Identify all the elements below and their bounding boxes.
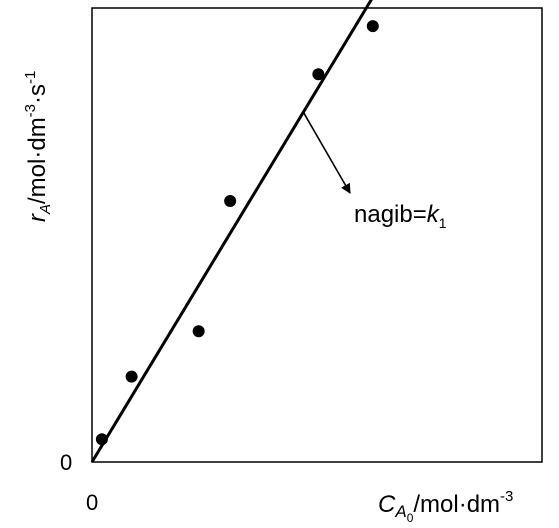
y-label-sup1: -3: [22, 104, 39, 117]
data-point-2: [125, 370, 138, 383]
fit-line-group: [90, 0, 373, 463]
data-point-4: [224, 194, 237, 207]
annotation-k: k: [427, 201, 441, 228]
x-label-rest: /mol·dm: [413, 491, 500, 518]
annotation-label: nagib=k1: [354, 201, 447, 231]
x-tick-label-0: 0: [86, 490, 98, 515]
y-label-main: r: [24, 213, 51, 222]
y-label-rest: /mol·dm: [24, 117, 51, 204]
annotation-group: [302, 112, 351, 194]
data-point-5: [312, 68, 325, 81]
y-axis-label: rA/mol·dm-3·s-1: [22, 71, 54, 222]
annotation-sub: 1: [439, 215, 447, 231]
x-label-subsub: 0: [407, 511, 414, 525]
fit-line: [90, 0, 373, 463]
y-label-sub: A: [37, 204, 54, 215]
y-label-mid: ·s: [24, 84, 51, 104]
plot-frame: [91, 7, 543, 463]
y-label-sup2: -1: [22, 71, 39, 84]
annotation-text: nagib=: [354, 201, 427, 228]
x-axis-label: CA0/mol·dm-3: [378, 488, 513, 525]
x-label-sup: -3: [500, 488, 513, 505]
data-point-3: [192, 325, 205, 338]
data-point-1: [95, 433, 108, 446]
x-label-sub: A: [394, 502, 406, 521]
x-label-main: C: [378, 491, 396, 518]
annotation-arrow: [302, 112, 351, 194]
data-points: [95, 20, 379, 446]
data-point-6: [366, 20, 379, 33]
origin-label: 0: [60, 450, 72, 475]
